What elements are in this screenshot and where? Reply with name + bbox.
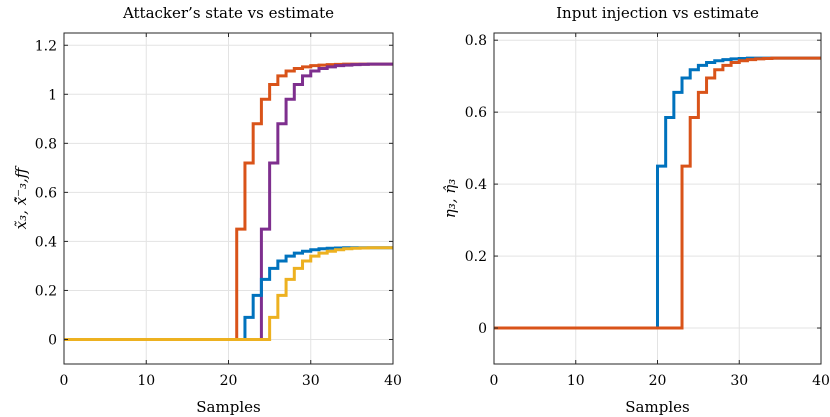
x-tick-label: 0: [60, 373, 69, 389]
series-line-yellow: [64, 246, 393, 341]
x-tick-label: 0: [490, 373, 499, 389]
x-tick-label: 30: [730, 373, 748, 389]
y-tick-label: 0: [478, 321, 487, 337]
x-tick-label: 40: [812, 373, 830, 389]
y-tick-label: 0.6: [35, 185, 57, 201]
x-tick-label: 30: [302, 373, 320, 389]
series-line-orange: [494, 56, 821, 330]
y-tick-label: 1.2: [35, 38, 57, 54]
y-tick-label: 1: [48, 87, 57, 103]
chart-title: Attacker’s state vs estimate: [122, 4, 334, 22]
left-chart-panel: 0 10 20 30 40 0 0.2 0.4 0.6 0.8 1 1.2 Attacker’s sta…: [12, 4, 402, 416]
y-tick-label: 0.2: [35, 283, 57, 299]
y-tick-label: 0.6: [465, 105, 487, 121]
x-tick-label: 40: [384, 373, 402, 389]
x-axis-label: Samples: [625, 398, 689, 416]
x-tick-label: 20: [649, 373, 667, 389]
y-tick-label: 0.8: [465, 33, 487, 49]
x-tick-label: 10: [137, 373, 155, 389]
series-line-purple: [64, 62, 393, 341]
x-tick-label: 10: [567, 373, 585, 389]
y-tick-label: 0.4: [465, 177, 487, 193]
y-tick-label: 0.4: [35, 234, 57, 250]
y-axis-label: η₃, η̂₃: [441, 179, 459, 219]
y-axis-label: x̃₃, x̃̂⁻₃,ff: [12, 165, 30, 229]
y-tick-label: 0.2: [465, 249, 487, 265]
y-tick-label: 0.8: [35, 136, 57, 152]
y-tick-label: 0: [48, 332, 57, 348]
x-tick-label: 20: [220, 373, 238, 389]
x-axis-label: Samples: [196, 398, 260, 416]
right-chart-panel: 0 10 20 30 40 0 0.2 0.4 0.6 0.8 Input injection vs…: [441, 4, 830, 416]
chart-title: Input injection vs estimate: [556, 4, 759, 22]
